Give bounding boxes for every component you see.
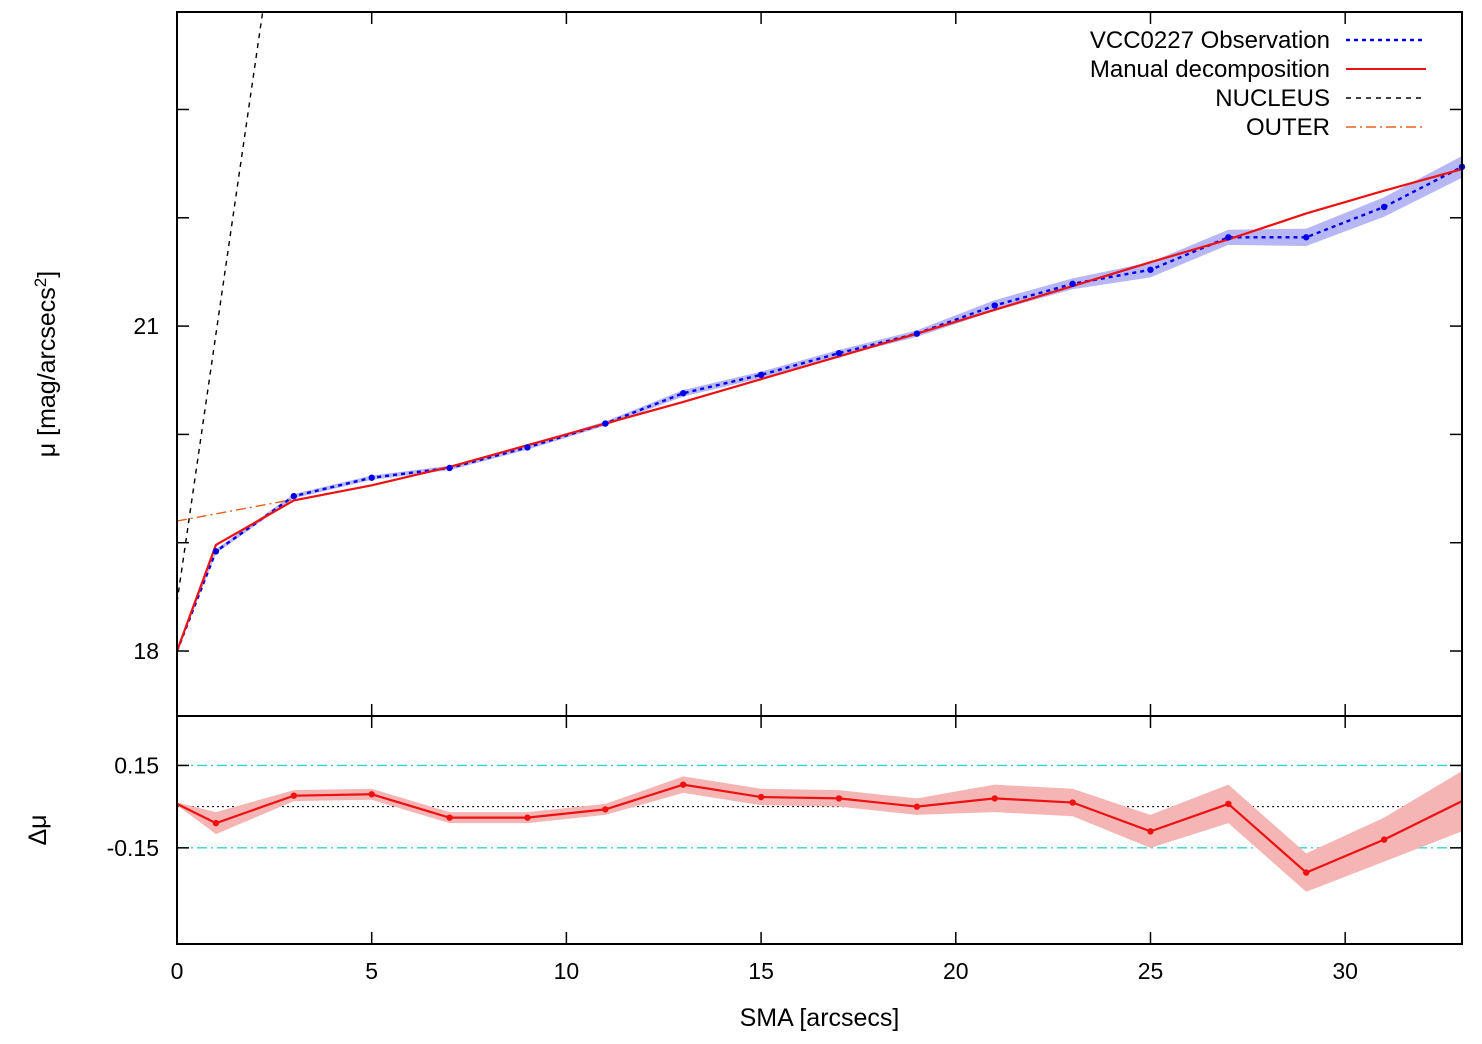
x-tick-label: 5 — [365, 958, 378, 984]
legend-label: Manual decomposition — [1090, 56, 1330, 83]
series-line-manual-decomposition — [177, 167, 1462, 652]
residual-band — [177, 770, 1462, 892]
residual-point — [212, 819, 220, 827]
residual-point — [1225, 800, 1232, 808]
residual-point — [991, 795, 998, 802]
y-axis-label-text: μ [mag/arcsecs — [33, 287, 61, 457]
residual-point — [446, 814, 453, 821]
data-point — [1303, 234, 1310, 241]
data-point — [524, 444, 531, 451]
data-point — [835, 349, 843, 357]
residual-point — [602, 806, 609, 813]
residual-panel: 0.15 -0.15 0 5 10 15 20 25 30 — [107, 715, 1463, 984]
data-point — [1380, 203, 1388, 211]
y-axis-label-residual: Δμ — [24, 814, 52, 845]
residual-panel-frame — [176, 715, 1463, 945]
data-point — [680, 390, 687, 397]
residual-line — [177, 783, 1462, 874]
x-tick-label: 15 — [748, 958, 774, 984]
x-tick-label: 0 — [171, 958, 184, 984]
series-band-vcc0227-observation — [177, 156, 1462, 652]
y-tick-label: 0.15 — [114, 752, 159, 778]
data-point — [368, 474, 375, 481]
y-axis-label-superscript: 2 — [31, 278, 50, 287]
residual-point — [524, 814, 531, 821]
residual-point — [1069, 799, 1076, 806]
y-tick-label: 18 — [133, 638, 159, 664]
y-tick-label: 21 — [133, 313, 159, 339]
residual-point — [757, 793, 765, 801]
data-point — [913, 330, 921, 337]
legend-label: NUCLEUS — [1215, 85, 1330, 112]
residual-point — [1147, 828, 1154, 835]
data-point — [1225, 234, 1232, 241]
data-point — [212, 548, 220, 555]
data-point — [991, 302, 998, 309]
residual-point — [913, 803, 921, 810]
residual-point — [290, 792, 298, 799]
residual-point — [1380, 836, 1388, 843]
y-axis-label-close: ] — [33, 271, 61, 278]
residual-point — [680, 781, 687, 788]
data-point — [290, 492, 298, 500]
data-point — [602, 420, 609, 427]
data-point — [446, 464, 453, 472]
x-tick-label: 10 — [554, 958, 580, 984]
x-tick-label: 25 — [1138, 958, 1164, 984]
y-tick-label: -0.15 — [107, 835, 159, 861]
data-point — [1069, 280, 1076, 288]
x-tick-label: 30 — [1332, 958, 1358, 984]
series-line-vcc0227-observation — [177, 165, 1462, 652]
legend-label: OUTER — [1246, 114, 1330, 141]
data-point — [757, 371, 765, 379]
x-tick-label: 20 — [943, 958, 969, 984]
x-axis-label: SMA [arcsecs] — [740, 1004, 900, 1032]
data-point — [1147, 266, 1154, 273]
residual-point — [1303, 869, 1310, 876]
residual-point — [835, 795, 843, 802]
residual-point — [368, 791, 375, 798]
legend-label: VCC0227 Observation — [1090, 27, 1330, 54]
y-axis-label-profile: μ [mag/arcsecs2] — [31, 271, 61, 457]
